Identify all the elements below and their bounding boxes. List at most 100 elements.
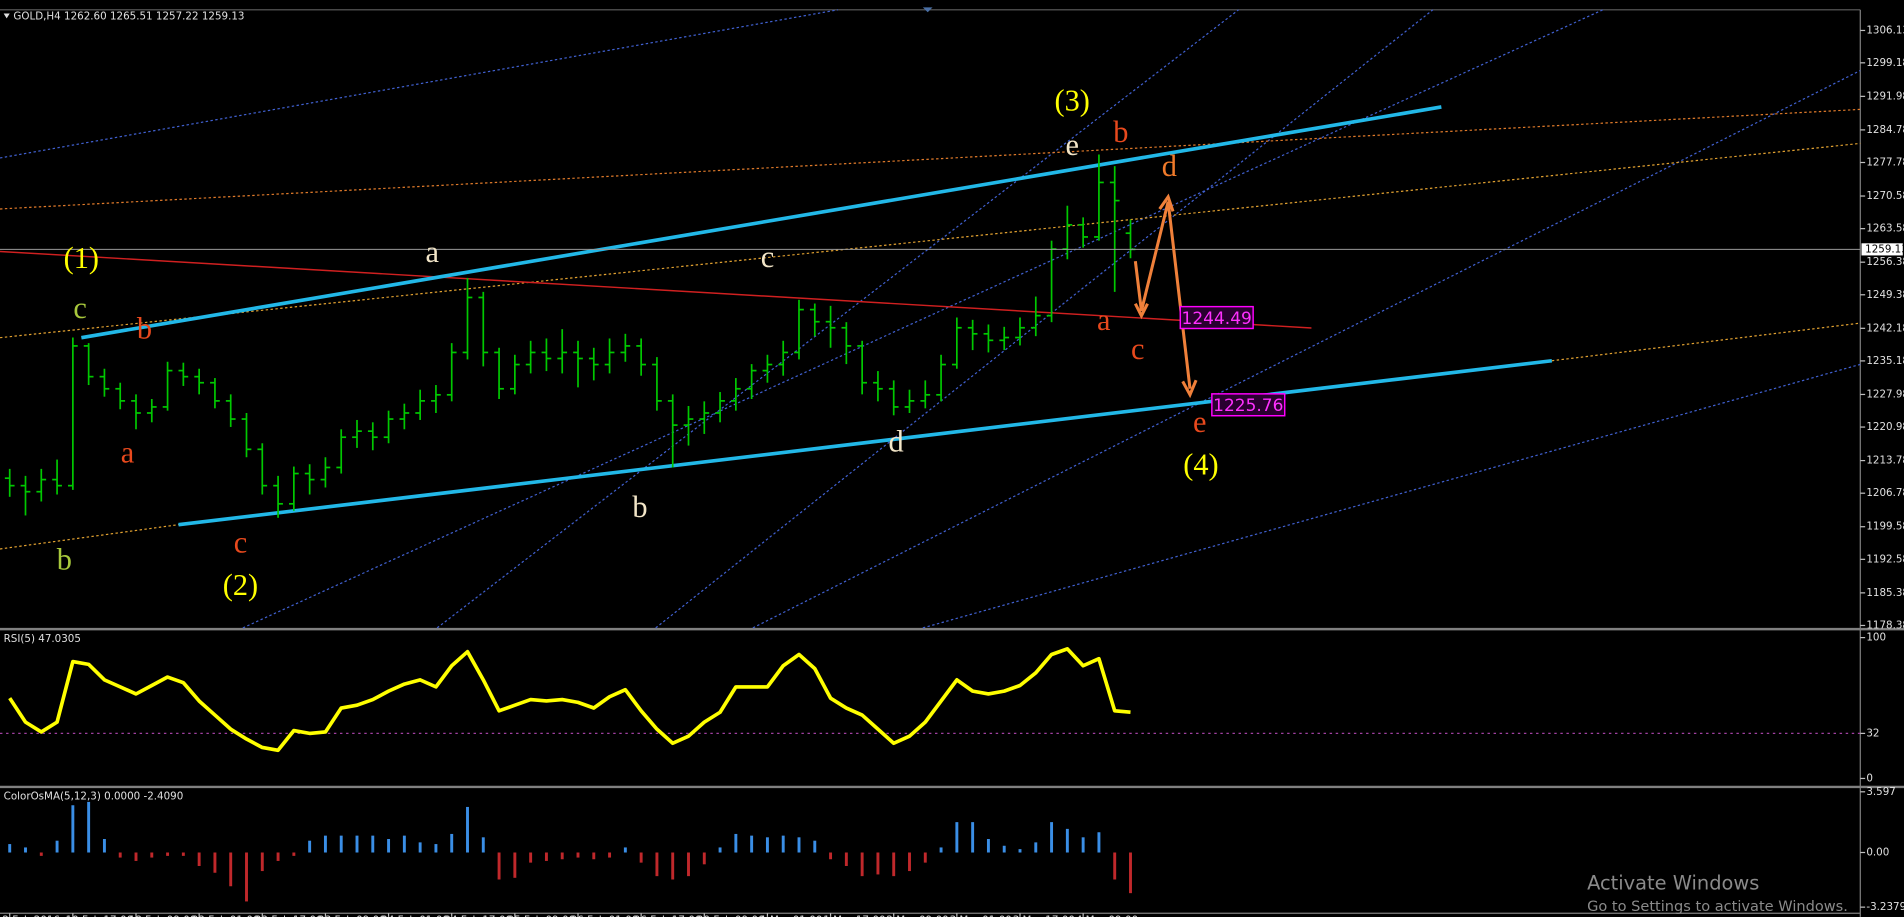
histogram-bar <box>150 852 154 858</box>
x-tick-label: 24 Feb 01:00 <box>381 915 449 917</box>
histogram-bar <box>1065 828 1069 853</box>
target-box <box>1211 393 1286 417</box>
histogram-bar <box>213 852 217 873</box>
y-tick-label: 1220.98 <box>1866 421 1904 433</box>
osma-title: ColorOsMA(5,12,3) 0.0000 -2.4090 <box>4 791 184 803</box>
y-tick-label: 100 <box>1866 632 1886 644</box>
wave-label: a <box>121 435 135 469</box>
watermark-title: Activate Windows <box>1587 872 1759 895</box>
dotted-line <box>0 524 179 550</box>
y-tick-label: 1306.13 <box>1866 24 1904 36</box>
x-tick-label: 2 Feb 2016 <box>2 915 60 917</box>
target-box <box>1179 305 1254 330</box>
y-tick-label: 1206.78 <box>1866 487 1904 499</box>
histogram-bar <box>608 852 612 858</box>
histogram-bar <box>1081 837 1085 853</box>
dotted-line <box>655 9 1434 629</box>
histogram-bar <box>955 822 959 853</box>
histogram-bar <box>481 837 485 853</box>
wave-label: b <box>1113 115 1128 149</box>
histogram-bar <box>134 852 138 861</box>
wave-label: d <box>889 425 904 459</box>
x-tick-label: 10 Feb 17:00 <box>66 915 134 917</box>
histogram-bar <box>765 837 769 853</box>
wave-label: e <box>1065 128 1078 162</box>
x-tick-label: 29 Feb 09:00 <box>697 915 765 917</box>
histogram-bar <box>797 837 801 853</box>
menu-arrow <box>3 13 10 19</box>
arrow-head <box>1133 302 1149 320</box>
y-tick-label: 1291.98 <box>1866 90 1904 102</box>
histogram-bar <box>166 852 170 856</box>
wave-label: c <box>1131 332 1144 366</box>
histogram-bar <box>908 852 911 872</box>
histogram-bar <box>245 852 248 902</box>
current-price-label: 1259.13 <box>1865 243 1904 255</box>
histogram-bar <box>466 806 469 853</box>
histogram-bar <box>560 852 564 860</box>
histogram-bar <box>1129 852 1132 894</box>
data-layer <box>0 154 1861 902</box>
x-tick-label: 3 Mar 01:00 <box>950 915 1012 917</box>
target-label: 1225.76 <box>1213 396 1283 416</box>
histogram-bar <box>24 847 27 853</box>
histogram-bar <box>229 852 233 887</box>
x-tick-label: 4 Mar 09:00 <box>1076 915 1138 917</box>
y-tick-label: 1227.98 <box>1866 388 1904 400</box>
histogram-bar <box>750 835 754 853</box>
histogram-bar <box>544 852 548 861</box>
wave-label: (2) <box>223 568 258 602</box>
dotted-line <box>242 9 1604 629</box>
histogram-bar <box>371 835 375 853</box>
y-tick-label: 1185.38 <box>1866 587 1904 599</box>
histogram-bar <box>623 847 627 853</box>
y-tick-label: 1270.58 <box>1866 190 1904 202</box>
y-tick-label: 3.597 <box>1866 786 1896 798</box>
x-tick-label: 26 Feb 17:00 <box>634 915 702 917</box>
wave-label: a <box>1097 303 1111 337</box>
histogram-bar <box>655 852 659 877</box>
histogram-bar <box>1113 852 1117 880</box>
dotted-line <box>922 363 1861 629</box>
histogram-bar <box>387 839 391 853</box>
histogram-bar <box>860 852 864 877</box>
histogram-bar <box>687 852 690 877</box>
watermark-subtitle: Go to Settings to activate Windows. <box>1587 898 1848 915</box>
wave-label: (4) <box>1183 448 1218 482</box>
histogram-bar <box>971 822 975 853</box>
histogram-bar <box>355 835 359 853</box>
histogram-bar <box>276 852 280 861</box>
histogram-bar <box>513 852 517 878</box>
wave-label: b <box>57 542 72 576</box>
channel-upper <box>81 105 1442 340</box>
y-tick-label: -3.2379 <box>1866 901 1904 913</box>
histogram-bar <box>8 844 12 853</box>
y-tick-label: 1277.78 <box>1866 156 1904 168</box>
histogram-bar <box>718 847 722 853</box>
histogram-bar <box>181 852 185 856</box>
trend-lines <box>0 9 1861 629</box>
arrow-head <box>1158 193 1175 212</box>
x-tick-label: 25 Feb 09:00 <box>508 915 576 917</box>
histogram-bar <box>55 840 59 853</box>
histogram-bar <box>844 852 848 867</box>
wave-label: d <box>1162 149 1177 183</box>
symbol: GOLD,H4 <box>13 11 60 23</box>
histogram-bar <box>781 835 785 853</box>
histogram-bar <box>450 833 454 853</box>
x-tick-label: 22 Feb 01:00 <box>192 915 260 917</box>
x-tick-label: 22 Feb 17:00 <box>255 915 323 917</box>
histogram-bar <box>1018 849 1022 853</box>
histogram-bar <box>813 840 817 853</box>
histogram-bar <box>1002 845 1006 853</box>
projection <box>1133 193 1198 399</box>
dotted-line <box>0 142 1861 339</box>
histogram-bar <box>1097 832 1101 853</box>
x-tick-label: 1 Mar 17:00 <box>823 915 885 917</box>
histogram-bar <box>292 852 296 856</box>
histogram-bar <box>939 847 943 853</box>
histogram-bar <box>734 833 738 853</box>
